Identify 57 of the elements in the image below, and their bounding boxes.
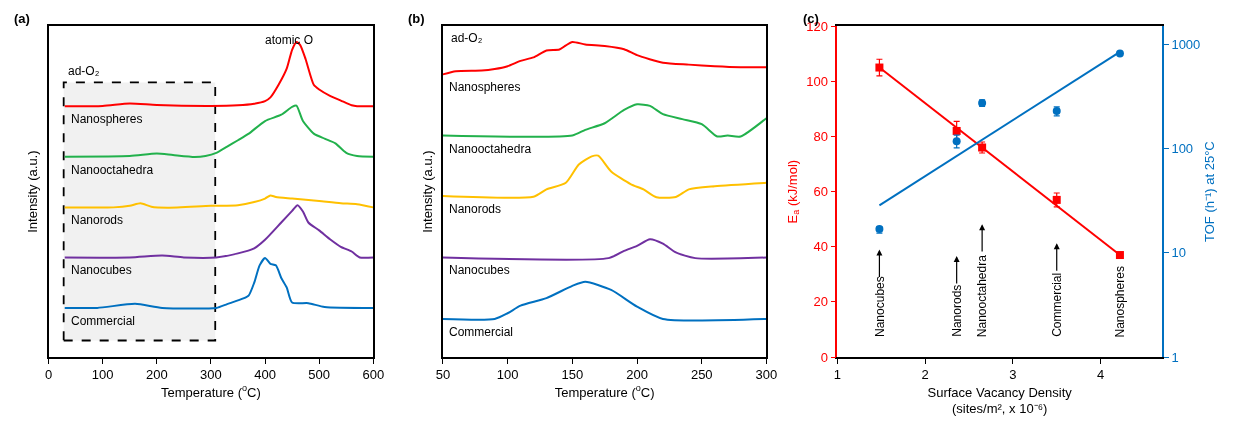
series-label: Nanocubes <box>71 263 132 277</box>
x-axis-title: Surface Vacancy Density (sites/m², x 10⁻⁶) <box>927 384 1073 417</box>
annotation: Nanorods <box>949 284 964 337</box>
annotation: Nanooctahedra <box>975 254 990 338</box>
y2-tick-label: 1000 <box>1171 37 1201 53</box>
x-tick-label: 0 <box>44 367 53 383</box>
series-label: Commercial <box>449 325 514 339</box>
x-tick-label: 1 <box>833 367 841 383</box>
y-tick-label: 60 <box>813 184 828 200</box>
x-tick-label: 150 <box>561 367 584 383</box>
x-tick-label: 100 <box>496 367 519 383</box>
band-label: ad-O₂ <box>68 64 100 78</box>
annotation: Commercial <box>1049 272 1064 337</box>
y2-tick-label: 1 <box>1171 349 1179 365</box>
y-tick-label: 80 <box>813 129 828 145</box>
x-tick-label: 500 <box>308 367 331 383</box>
x-tick-label: 300 <box>200 367 222 383</box>
y-tick-label: 0 <box>820 349 828 365</box>
series-label: Nanospheres <box>449 80 521 94</box>
series-label: Nanorods <box>71 213 124 227</box>
x-tick-label: 50 <box>435 367 451 383</box>
series-label: Nanospheres <box>71 112 143 126</box>
x-tick-label: 250 <box>690 367 713 383</box>
y-axis-title: Intensity (a.u.) <box>25 150 41 233</box>
series-label: Nanooctahedra <box>449 142 532 156</box>
y-axis-title: Intensity (a.u.) <box>419 150 435 233</box>
x-axis-title: Temperature ($^{o}$C) <box>161 383 261 400</box>
annotation: Nanospheres <box>1113 266 1128 338</box>
annotation: Nanocubes <box>872 276 887 337</box>
point <box>1052 195 1061 204</box>
y-tick-label: 20 <box>813 294 828 310</box>
x-tick-label: 4 <box>1097 367 1105 383</box>
series-label: Commercial <box>71 314 136 328</box>
point <box>1115 251 1124 260</box>
y-tick-label: 100 <box>806 73 828 89</box>
annotation: ad-O₂ <box>451 31 483 45</box>
point <box>952 126 961 135</box>
x-tick-label: 200 <box>145 367 168 383</box>
chart-title: (b) <box>408 11 425 26</box>
chart-title: (a) <box>14 11 30 26</box>
x-tick-label: 3 <box>1009 367 1017 383</box>
y-tick-label: 40 <box>813 239 828 255</box>
x-tick-label: 400 <box>254 367 276 383</box>
y2-tick-label: 100 <box>1171 141 1194 157</box>
x-axis-title: Temperature ($^{o}$C) <box>554 383 655 400</box>
y2-tick-label: 10 <box>1171 245 1186 261</box>
point <box>875 63 884 72</box>
x-tick-label: 100 <box>91 367 114 383</box>
series-label: Nanorods <box>449 202 502 216</box>
x-tick-label: 300 <box>755 367 778 383</box>
x-tick-label: 600 <box>362 367 385 383</box>
y2-axis-title: TOF (h⁻¹) at 25°C <box>1202 141 1218 242</box>
series-label: Nanocubes <box>449 263 510 277</box>
x-tick-label: 200 <box>626 367 648 383</box>
series-label: Nanooctahedra <box>71 163 154 177</box>
x-tick-label: 2 <box>921 367 929 383</box>
annotation: atomic O <box>265 33 314 47</box>
